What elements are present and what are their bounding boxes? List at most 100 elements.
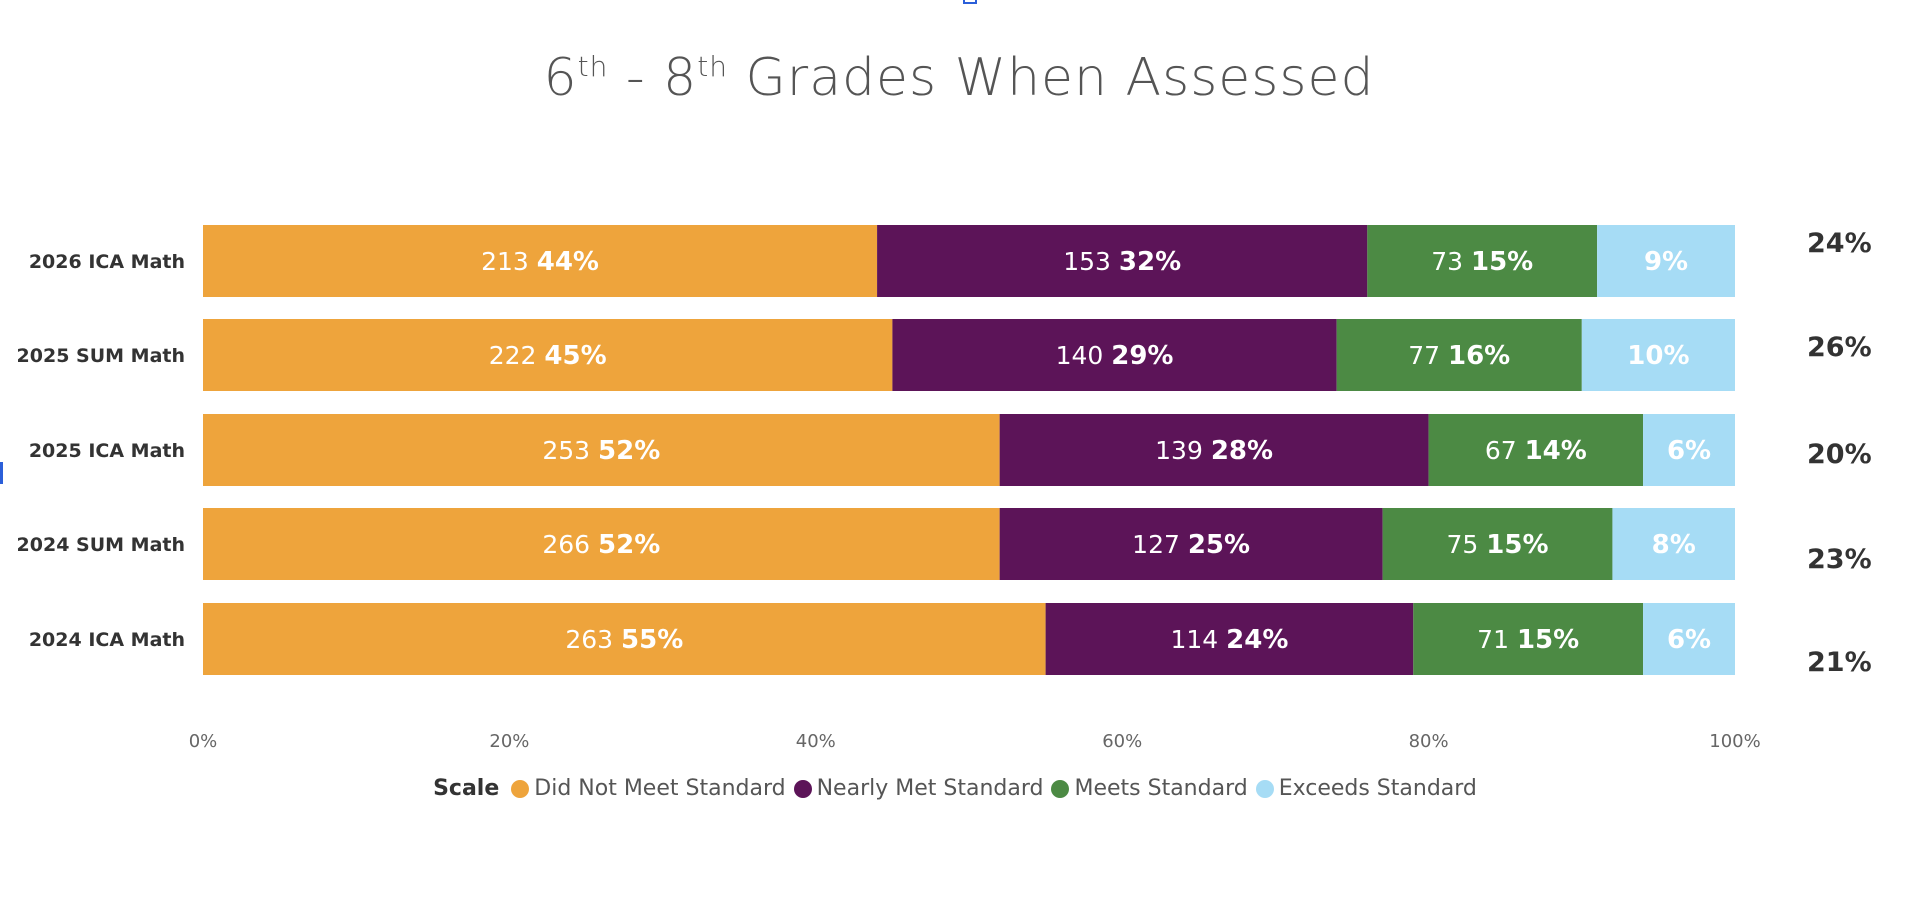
legend: Scale Did Not Meet Standard Nearly Met S… bbox=[0, 776, 1918, 801]
count-label: 77 bbox=[1408, 341, 1448, 370]
count-label: 213 bbox=[481, 247, 537, 276]
title-mid: - 8 bbox=[608, 48, 698, 108]
count-label: 114 bbox=[1170, 625, 1226, 654]
legend-item-exceeds[interactable]: Exceeds Standard bbox=[1255, 776, 1477, 801]
legend-dot-meets bbox=[1051, 779, 1070, 798]
count-label: 222 bbox=[489, 341, 545, 370]
x-tick-label: 80% bbox=[1409, 731, 1449, 752]
count-label: 140 bbox=[1056, 341, 1112, 370]
category-label: 2025 ICA Math bbox=[29, 440, 185, 462]
percent-label: 24% bbox=[1226, 625, 1288, 655]
count-label: 71 bbox=[1477, 625, 1517, 654]
title-sup2: th bbox=[697, 50, 728, 83]
percent-label: 25% bbox=[1188, 530, 1250, 560]
data-label: 73 15% bbox=[1431, 247, 1533, 277]
data-label: 153 32% bbox=[1063, 247, 1181, 277]
bar-segment bbox=[1428, 414, 1644, 486]
count-label: 253 bbox=[542, 436, 598, 465]
data-label: 139 28% bbox=[1155, 436, 1273, 466]
count-label: 75 bbox=[1447, 530, 1487, 559]
bar-segment bbox=[1581, 319, 1735, 391]
data-label: 266 52% bbox=[542, 530, 660, 560]
data-label: 114 24% bbox=[1170, 625, 1288, 655]
bar-segment bbox=[1612, 508, 1735, 580]
data-label: 6% bbox=[1667, 625, 1711, 655]
x-tick-label: 20% bbox=[489, 731, 529, 752]
percent-label: 16% bbox=[1448, 341, 1510, 371]
data-label: 127 25% bbox=[1132, 530, 1250, 560]
percent-label: 32% bbox=[1119, 247, 1181, 277]
x-tick-label: 0% bbox=[189, 731, 218, 752]
bar-segment bbox=[1643, 414, 1735, 486]
legend-dot-exceeds bbox=[1255, 779, 1274, 798]
percent-label: 44% bbox=[537, 247, 599, 277]
data-label: 140 29% bbox=[1056, 341, 1174, 371]
percent-label: 45% bbox=[544, 341, 606, 371]
row-total-label: 23% bbox=[1807, 544, 1872, 575]
legend-label: Meets Standard bbox=[1074, 776, 1248, 801]
percent-label: 28% bbox=[1211, 436, 1273, 466]
legend-dot-did-not-meet bbox=[511, 779, 530, 798]
percent-label: 8% bbox=[1652, 530, 1696, 560]
category-label: 2024 SUM Math bbox=[17, 534, 185, 556]
percent-label: 9% bbox=[1644, 247, 1688, 277]
bar-segment bbox=[999, 508, 1383, 580]
data-label: 8% bbox=[1652, 530, 1696, 560]
bar-segment bbox=[203, 508, 1000, 580]
percent-label: 6% bbox=[1667, 625, 1711, 655]
selection-marker-top bbox=[963, 0, 977, 4]
bar-segment bbox=[1367, 225, 1598, 297]
bar-segment bbox=[1336, 319, 1582, 391]
legend-item-did-not-meet[interactable]: Did Not Meet Standard bbox=[511, 776, 786, 801]
legend-title: Scale bbox=[433, 776, 500, 801]
percent-label: 52% bbox=[598, 530, 660, 560]
row-total-label: 26% bbox=[1807, 332, 1872, 363]
data-label: 9% bbox=[1644, 247, 1688, 277]
percent-label: 14% bbox=[1525, 436, 1587, 466]
bar-segment bbox=[1643, 603, 1735, 675]
data-label: 213 44% bbox=[481, 247, 599, 277]
percent-label: 52% bbox=[598, 436, 660, 466]
bar-segment bbox=[1597, 225, 1735, 297]
count-label: 127 bbox=[1132, 530, 1188, 559]
count-label: 266 bbox=[542, 530, 598, 559]
chart-title: 6th - 8th Grades When Assessed bbox=[0, 48, 1918, 108]
data-label: 222 45% bbox=[489, 341, 607, 371]
x-tick-label: 60% bbox=[1102, 731, 1142, 752]
percent-label: 6% bbox=[1667, 436, 1711, 466]
category-label: 2026 ICA Math bbox=[29, 251, 185, 273]
percent-label: 15% bbox=[1471, 247, 1533, 277]
bar-segment bbox=[203, 225, 878, 297]
legend-item-nearly-met[interactable]: Nearly Met Standard bbox=[793, 776, 1044, 801]
category-label: 2025 SUM Math bbox=[17, 345, 185, 367]
selection-marker-left bbox=[0, 462, 3, 484]
bar-segment bbox=[999, 414, 1429, 486]
x-tick-label: 40% bbox=[796, 731, 836, 752]
legend-dot-nearly-met bbox=[793, 779, 812, 798]
data-label: 10% bbox=[1627, 341, 1689, 371]
count-label: 139 bbox=[1155, 436, 1211, 465]
percent-label: 29% bbox=[1111, 341, 1173, 371]
x-tick-label: 100% bbox=[1709, 731, 1760, 752]
row-total-label: 21% bbox=[1807, 647, 1872, 678]
data-label: 67 14% bbox=[1485, 436, 1587, 466]
data-label: 253 52% bbox=[542, 436, 660, 466]
percent-label: 10% bbox=[1627, 341, 1689, 371]
data-label: 263 55% bbox=[565, 625, 683, 655]
data-label: 75 15% bbox=[1447, 530, 1549, 560]
row-total-label: 24% bbox=[1807, 228, 1872, 259]
legend-item-meets[interactable]: Meets Standard bbox=[1051, 776, 1248, 801]
count-label: 67 bbox=[1485, 436, 1525, 465]
legend-label: Exceeds Standard bbox=[1278, 776, 1477, 801]
title-sup1: th bbox=[577, 50, 609, 83]
bar-segment bbox=[892, 319, 1337, 391]
legend-label: Nearly Met Standard bbox=[816, 776, 1044, 801]
bar-segment bbox=[1382, 508, 1613, 580]
category-label: 2024 ICA Math bbox=[29, 629, 185, 651]
legend-label: Did Not Meet Standard bbox=[534, 776, 786, 801]
data-label: 6% bbox=[1667, 436, 1711, 466]
bar-segment bbox=[203, 414, 1000, 486]
percent-label: 15% bbox=[1486, 530, 1548, 560]
bar-segment bbox=[203, 319, 893, 391]
